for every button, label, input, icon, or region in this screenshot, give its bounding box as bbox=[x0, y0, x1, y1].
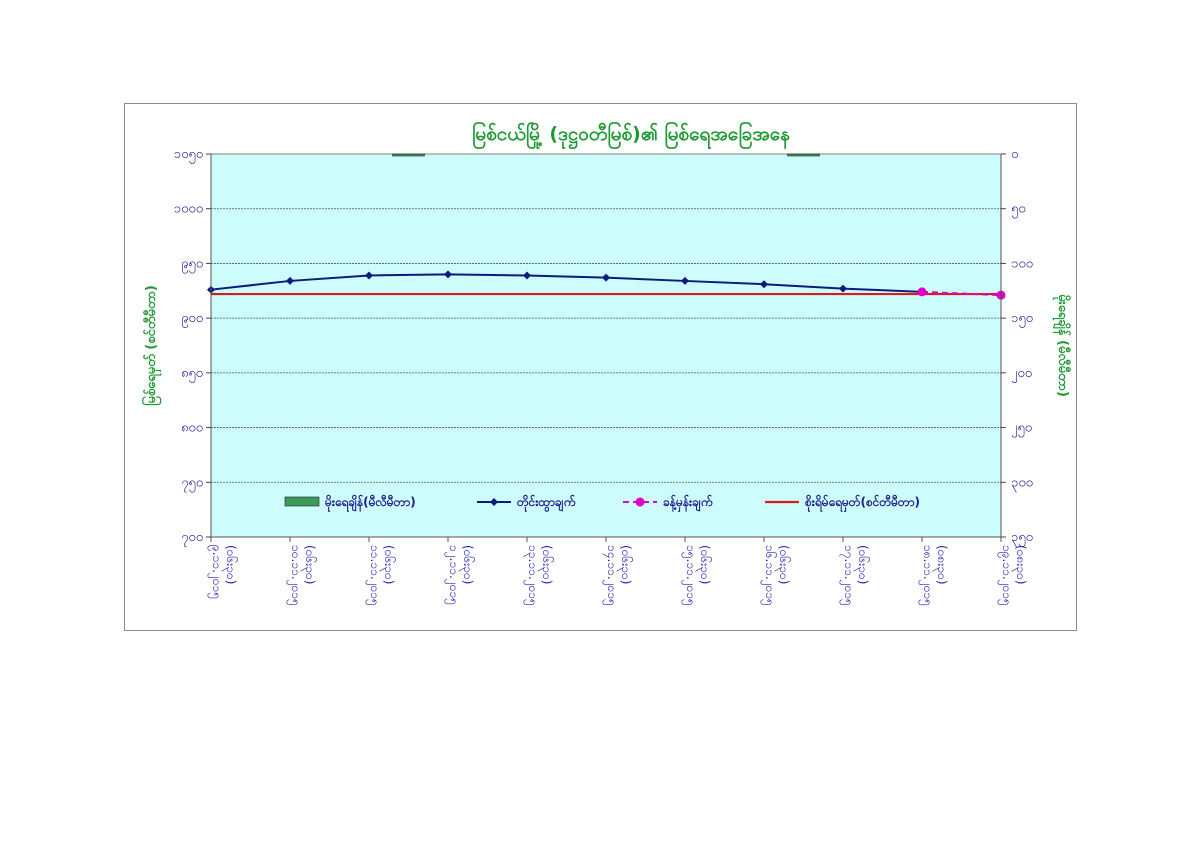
observed-point bbox=[286, 276, 294, 285]
y-axis-left-title: မြစ်ရေမှတ် (စင်တီမီတာ) bbox=[141, 285, 162, 406]
legend-swatch-rain bbox=[284, 496, 320, 507]
axes bbox=[210, 154, 1002, 542]
x-tick-date: ၁၉.၁၁.၂၀၁၅ bbox=[997, 545, 1014, 606]
x-tick-date: ၉.၁၁.၂၀၁၅ bbox=[207, 545, 224, 599]
forecast-point bbox=[917, 287, 927, 297]
x-tick-label: ၁၆.၁၁.၂၀၁၅ (၀၆း၃၀) bbox=[760, 545, 792, 606]
gridlines bbox=[211, 208, 1001, 483]
observed-point bbox=[365, 271, 373, 280]
observed-point bbox=[839, 284, 847, 293]
plot-area bbox=[210, 153, 1002, 538]
x-tick-time: (၀၆း၃၀) bbox=[300, 545, 318, 584]
legend: မိုးရေချိန်(မီလီမီတာ) တိုင်းထွာချက် ခန့်မှ… bbox=[284, 493, 920, 513]
legend-label: စိုးရိမ်ရေမှတ်(စင်တီမီတာ) bbox=[804, 493, 920, 513]
x-tick-label: ၁၃.၁၁.၂၀၁၅ (၀၆း၃၀) bbox=[523, 545, 555, 606]
tick-label-right: ၀ bbox=[1011, 147, 1018, 162]
x-tick-time: (၀၆း၃၀) bbox=[458, 545, 476, 584]
x-tick-label: ၁၀.၁၁.၂၀၁၅ (၀၆း၃၀) bbox=[286, 545, 318, 606]
tick-label-left: ၇၅၀ bbox=[181, 475, 203, 492]
tick-label-right: ၃၅၀ bbox=[1011, 530, 1033, 547]
x-tick-time: (၀၆း၃၀) bbox=[379, 545, 397, 584]
x-tick-date: ၁၄.၁၁.၂၀၁၅ bbox=[602, 545, 619, 606]
x-tick-date: ၁၇.၁၁.၂၀၁၅ bbox=[839, 545, 856, 606]
observed-point bbox=[760, 280, 768, 289]
x-tick-date: ၁၀.၁၁.၂၀၁၅ bbox=[286, 545, 303, 606]
x-tick-label: ၁၂.၁၁.၂၀၁၅ (၀၆း၃၀) bbox=[444, 545, 476, 605]
y-axis-left-ticks: ၇၀၀ ၇၅၀ ၈၀၀ ၈၅၀ ၉၀၀ ၉၅၀ ၁၀၀၀ ၁၀၅၀ bbox=[174, 147, 211, 547]
x-tick-time: (၀၈း၃၀) bbox=[932, 545, 949, 585]
rainfall-bar bbox=[392, 153, 425, 157]
x-tick-label: ၁၁.၁၁.၂၀၁၅ (၀၆း၃၀) bbox=[365, 545, 397, 606]
x-tick-time: (၀၆း၃၀) bbox=[221, 545, 239, 584]
x-tick-date: ၁၂.၁၁.၂၀၁၅ bbox=[444, 545, 461, 605]
tick-label-right: ၃၀၀ bbox=[1011, 475, 1033, 492]
legend-marker-circle bbox=[635, 497, 645, 507]
forecast-line bbox=[921, 290, 1002, 297]
legend-label: ခန့်မှန်းချက် bbox=[663, 493, 713, 513]
chart-canvas: မြစ်ငယ်မြို့ (ဒုဋ္ဌဝတီမြစ်)၏ မြစ်ရေအခြေအ… bbox=[141, 120, 1072, 606]
x-tick-time: (၀၆း၃၀) bbox=[853, 545, 871, 584]
rainfall-bar bbox=[787, 153, 820, 157]
tick-label-right: ၁၀၀ bbox=[1011, 256, 1033, 271]
observed-point bbox=[523, 271, 531, 280]
tick-label-right: ၅၀ bbox=[1011, 202, 1026, 219]
x-tick-date: ၁၃.၁၁.၂၀၁၅ bbox=[523, 545, 540, 606]
rainfall-bars bbox=[392, 153, 820, 157]
tick-label-left: ၉၀၀ bbox=[181, 311, 203, 328]
observed-point bbox=[602, 273, 610, 282]
x-tick-date: ၁၁.၁၁.၂၀၁၅ bbox=[365, 545, 382, 606]
x-tick-time: (၀၆း၃၀) bbox=[774, 545, 792, 584]
tick-label-left: ၉၅၀ bbox=[181, 256, 203, 273]
x-tick-label: ၉.၁၁.၂၀၁၅ (၀၆း၃၀) bbox=[207, 545, 239, 599]
tick-label-left: ၁၀၅၀ bbox=[174, 147, 203, 164]
observed-point bbox=[681, 276, 689, 285]
tick-label-left: ၇၀၀ bbox=[181, 530, 203, 547]
x-tick-label: ၁၄.၁၁.၂၀၁၅ (၀၆း၃၀) bbox=[602, 545, 634, 606]
legend-marker-diamond bbox=[490, 498, 498, 506]
x-tick-time: (၀၆း၃၀) bbox=[537, 545, 555, 584]
tick-label-right: ၁၅၀ bbox=[1011, 311, 1033, 328]
legend-label: တိုင်းထွာချက် bbox=[516, 493, 576, 513]
x-tick-date: ၁၈.၁၁.၂၀၁၅ bbox=[918, 545, 935, 606]
chart-frame: မြစ်ငယ်မြို့ (ဒုဋ္ဌဝတီမြစ်)၏ မြစ်ရေအခြေအ… bbox=[124, 103, 1077, 631]
tick-label-left: ၁၀၀၀ bbox=[174, 202, 203, 217]
tick-label-left: ၈၀၀ bbox=[181, 421, 203, 436]
tick-label-right: ၂၀၀ bbox=[1011, 366, 1032, 383]
tick-label-left: ၈၅၀ bbox=[181, 366, 203, 383]
observed-point bbox=[444, 270, 452, 279]
tick-label-right: ၂၅၀ bbox=[1011, 421, 1032, 438]
x-tick-label: ၁၈.၁၁.၂၀၁၅ (၀၈း၃၀) bbox=[918, 545, 949, 606]
x-tick-time: (၀၆း၃၀) bbox=[616, 545, 634, 584]
observed-line bbox=[210, 273, 923, 293]
x-tick-label: ၁၅.၁၁.၂၀၁၅ (၀၆း၃၀) bbox=[681, 545, 713, 606]
x-tick-date: ၁၅.၁၁.၂၀၁၅ bbox=[681, 545, 698, 606]
legend-label: မိုးရေချိန်(မီလီမီတာ) bbox=[324, 493, 416, 513]
chart-title: မြစ်ငယ်မြို့ (ဒုဋ္ဌဝတီမြစ်)၏ မြစ်ရေအခြေအ… bbox=[472, 120, 790, 150]
x-tick-label: ၁၉.၁၁.၂၀၁၅ (၀၈း၃၀) bbox=[997, 545, 1028, 606]
x-tick-time: (၀၈း၃၀) bbox=[1011, 545, 1028, 585]
x-tick-date: ၁၆.၁၁.၂၀၁၅ bbox=[760, 545, 778, 606]
x-tick-time: (၀၆း၃၀) bbox=[695, 545, 713, 584]
y-axis-right-title: မိုးရေချိန် (မီလီမီတာ) bbox=[1052, 294, 1072, 397]
x-tick-label: ၁၇.၁၁.၂၀၁၅ (၀၆း၃၀) bbox=[839, 545, 871, 606]
x-axis-labels: ၉.၁၁.၂၀၁၅ (၀၆း၃၀) ၁၀.၁၁.၂၀၁၅ (၀၆း၃၀) ၁၁.၁၁.၂… bbox=[207, 545, 1028, 606]
